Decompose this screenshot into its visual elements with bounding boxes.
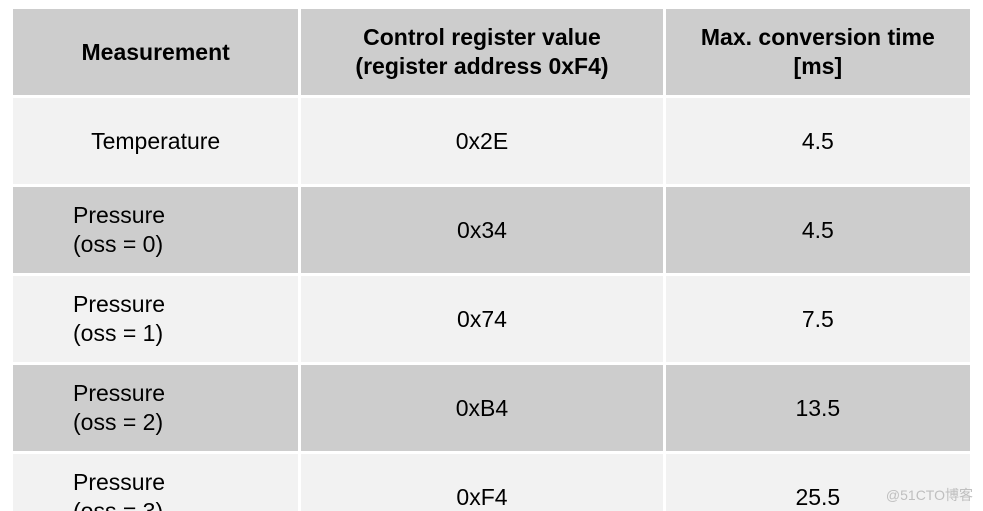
- col-header-register: Control register value (register address…: [301, 9, 662, 95]
- cell-measurement: Temperature: [13, 98, 298, 184]
- cell-time: 4.5: [666, 187, 970, 273]
- cell-time: 13.5: [666, 365, 970, 451]
- register-table: Measurement Control register value (regi…: [10, 6, 973, 511]
- measurement-text: Pressure: [73, 291, 165, 317]
- cell-measurement: Pressure (oss = 0): [13, 187, 298, 273]
- cell-register: 0x74: [301, 276, 662, 362]
- col-header-time: Max. conversion time [ms]: [666, 9, 970, 95]
- measurement-text: Pressure: [73, 469, 165, 495]
- cell-measurement: Pressure (oss = 2): [13, 365, 298, 451]
- measurement-subtext: (oss = 3): [73, 498, 163, 511]
- cell-register: 0xB4: [301, 365, 662, 451]
- table-row: Temperature 0x2E 4.5: [13, 98, 970, 184]
- col-header-subtext: [ms]: [794, 53, 843, 79]
- measurement-text: Pressure: [73, 202, 165, 228]
- cell-time: 4.5: [666, 98, 970, 184]
- table-row: Pressure (oss = 3) 0xF4 25.5: [13, 454, 970, 511]
- table-row: Pressure (oss = 0) 0x34 4.5: [13, 187, 970, 273]
- table-row: Pressure (oss = 2) 0xB4 13.5: [13, 365, 970, 451]
- col-header-subtext: (register address 0xF4): [355, 53, 608, 79]
- measurement-subtext: (oss = 2): [73, 409, 163, 435]
- measurement-text: Temperature: [91, 128, 220, 154]
- measurement-subtext: (oss = 1): [73, 320, 163, 346]
- table-container: Measurement Control register value (regi…: [0, 0, 983, 511]
- measurement-text: Pressure: [73, 380, 165, 406]
- table-row: Pressure (oss = 1) 0x74 7.5: [13, 276, 970, 362]
- table-header-row: Measurement Control register value (regi…: [13, 9, 970, 95]
- col-header-text: Measurement: [82, 39, 230, 65]
- cell-time: 7.5: [666, 276, 970, 362]
- col-header-text: Control register value: [363, 24, 601, 50]
- cell-measurement: Pressure (oss = 3): [13, 454, 298, 511]
- cell-register: 0x2E: [301, 98, 662, 184]
- measurement-subtext: (oss = 0): [73, 231, 163, 257]
- col-header-measurement: Measurement: [13, 9, 298, 95]
- col-header-text: Max. conversion time: [701, 24, 935, 50]
- cell-register: 0x34: [301, 187, 662, 273]
- cell-measurement: Pressure (oss = 1): [13, 276, 298, 362]
- watermark-text: @51CTO博客: [886, 485, 973, 505]
- cell-register: 0xF4: [301, 454, 662, 511]
